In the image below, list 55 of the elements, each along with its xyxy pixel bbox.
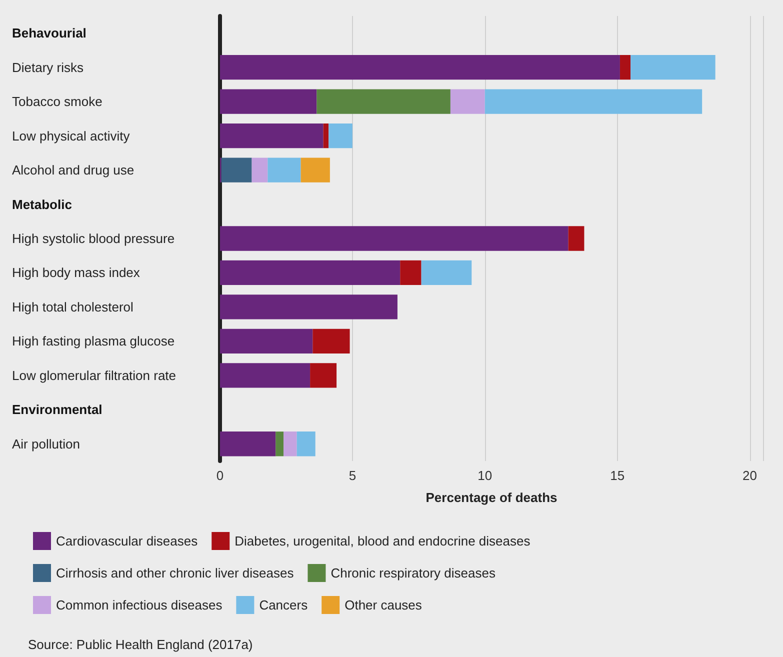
y-tick-label: High total cholesterol [12,299,134,314]
bar [568,226,584,251]
bar [220,226,568,251]
bar [252,158,268,182]
y-tick-label: Low physical activity [12,128,130,144]
y-tick-label: Tobacco smoke [12,94,102,110]
x-tick-label: 15 [610,468,625,483]
y-tick-label: Environmental [12,402,102,418]
bar [296,432,316,456]
bar [276,432,284,456]
y-tick-label: Low glomerular filtration rate [12,368,176,383]
bar [312,328,350,354]
legend-label: Diabetes, urogenital, blood and endocrine diseases [234,534,531,548]
x-tick-label: 20 [742,468,757,483]
legend-label: Cirrhosis and other chronic liver diseases [56,566,294,580]
bar [323,123,329,148]
bar [316,89,450,114]
y-tick-label: Metabolic [12,196,72,212]
bar [220,89,317,114]
bar [328,123,352,148]
legend-label: Cardiovascular diseases [56,534,198,548]
y-tick-label: High body mass index [12,265,140,280]
bar [220,363,310,388]
bar [220,123,324,148]
bar [310,363,337,388]
y-tick-label: Alcohol and drug use [12,162,134,178]
bar [630,55,716,80]
bar [400,260,422,286]
bar [220,432,276,456]
legend-label: Chronic respiratory diseases [330,566,496,580]
bar [220,294,398,320]
bar [220,328,313,354]
bar [450,89,485,114]
y-tick-label: Behavourial [12,26,86,41]
bar [300,158,330,182]
legend-label: Other causes [344,598,422,612]
x-axis-title: Percentage of deaths [426,490,558,505]
x-tick-label: 0 [216,468,224,483]
bar [220,260,400,286]
bar [620,55,631,80]
y-tick-label: Dietary risks [12,60,84,75]
bar [221,158,252,182]
y-tick-label: Air pollution [12,436,80,452]
bar [220,55,620,80]
legend-label: Cancers [259,598,308,612]
legend-label: Common infectious diseases [56,598,223,612]
x-tick-label: 5 [348,468,356,483]
bar [268,158,301,182]
bar [484,89,702,114]
y-tick-label: High systolic blood pressure [12,231,175,246]
source-note: Source: Public Health England (2017a) [28,637,253,652]
bar [284,432,297,456]
x-tick-label: 10 [478,468,492,483]
bar [421,260,472,286]
y-tick-label: High fasting plasma glucose [12,334,175,349]
